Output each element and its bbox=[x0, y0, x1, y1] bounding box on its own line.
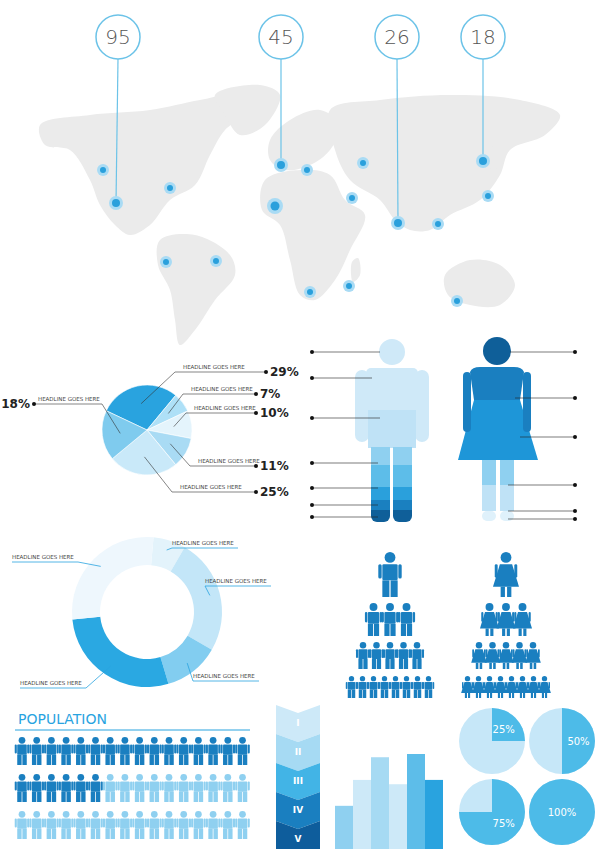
svg-text:18: 18 bbox=[470, 25, 495, 49]
svg-text:POPULATION: POPULATION bbox=[18, 711, 107, 727]
svg-text:V: V bbox=[295, 834, 302, 844]
svg-text:III: III bbox=[293, 776, 303, 786]
svg-text:IV: IV bbox=[293, 805, 303, 815]
svg-text:HEADLINE GOES HERE: HEADLINE GOES HERE bbox=[198, 458, 260, 464]
svg-text:HEADLINE GOES HERE: HEADLINE GOES HERE bbox=[191, 386, 253, 392]
svg-text:HEADLINE GOES HERE: HEADLINE GOES HERE bbox=[205, 578, 267, 584]
svg-text:HEADLINE GOES HERE: HEADLINE GOES HERE bbox=[180, 484, 242, 490]
svg-text:11%: 11% bbox=[260, 459, 289, 473]
svg-text:7%: 7% bbox=[260, 387, 280, 401]
svg-text:75%: 75% bbox=[493, 818, 515, 829]
svg-text:50%: 50% bbox=[567, 736, 589, 747]
svg-text:25%: 25% bbox=[260, 485, 289, 499]
svg-text:95: 95 bbox=[105, 25, 130, 49]
svg-text:HEADLINE GOES HERE: HEADLINE GOES HERE bbox=[172, 540, 234, 546]
svg-text:HEADLINE GOES HERE: HEADLINE GOES HERE bbox=[38, 396, 100, 402]
svg-text:45: 45 bbox=[268, 25, 293, 49]
svg-text:HEADLINE GOES HERE: HEADLINE GOES HERE bbox=[193, 673, 255, 679]
svg-text:25%: 25% bbox=[493, 724, 515, 735]
svg-text:100%: 100% bbox=[548, 807, 577, 818]
svg-text:29%: 29% bbox=[270, 365, 299, 379]
svg-text:II: II bbox=[295, 747, 302, 757]
svg-text:HEADLINE GOES HERE: HEADLINE GOES HERE bbox=[12, 554, 74, 560]
svg-text:26: 26 bbox=[384, 25, 409, 49]
svg-text:HEADLINE GOES HERE: HEADLINE GOES HERE bbox=[183, 364, 245, 370]
svg-text:10%: 10% bbox=[260, 406, 289, 420]
svg-text:HEADLINE GOES HERE: HEADLINE GOES HERE bbox=[20, 680, 82, 686]
svg-text:18%: 18% bbox=[1, 397, 30, 411]
svg-text:I: I bbox=[296, 718, 299, 728]
svg-text:HEADLINE GOES HERE: HEADLINE GOES HERE bbox=[194, 405, 256, 411]
